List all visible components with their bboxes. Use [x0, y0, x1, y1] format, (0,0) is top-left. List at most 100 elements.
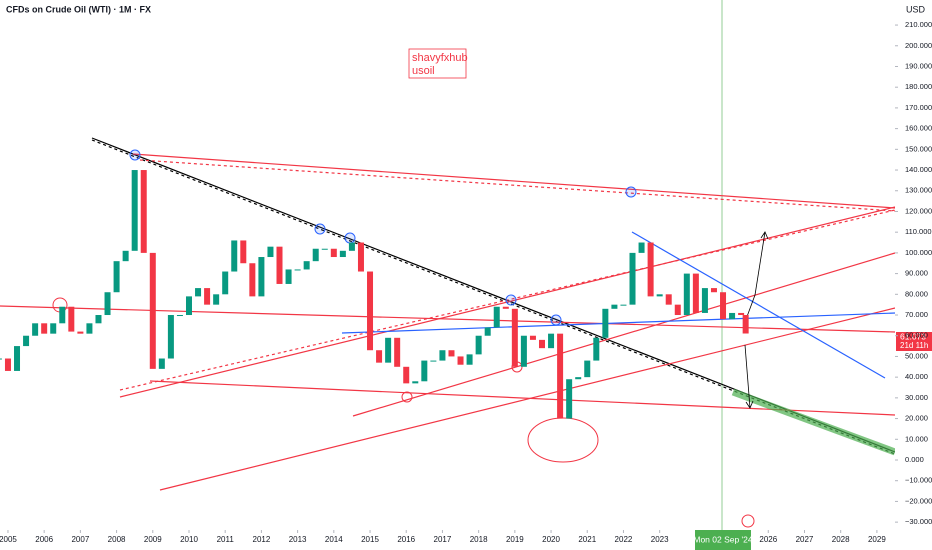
x-tick-label: 2015: [361, 535, 379, 544]
x-tick-label: 2014: [325, 535, 343, 544]
candle: [529, 335, 536, 340]
annotation: usoil: [412, 65, 435, 77]
y-tick-label: 200.000: [905, 41, 932, 50]
candle: [385, 337, 392, 363]
candle: [683, 273, 690, 316]
candle: [647, 242, 654, 297]
candle: [674, 304, 681, 316]
y-tick-label: 70.000: [905, 310, 928, 319]
trend-line: [631, 231, 886, 379]
event-icon[interactable]: [741, 514, 755, 528]
candle: [692, 273, 699, 313]
y-tick-label: 180.000: [905, 82, 932, 91]
x-tick-label: 2005: [0, 535, 17, 544]
marker: [527, 417, 599, 463]
chart-title: CFDs on Crude Oil (WTI) · 1M · FX: [6, 4, 151, 14]
y-tick-label: 10.000: [905, 434, 928, 443]
y-tick-label: 130.000: [905, 186, 932, 195]
candle: [729, 312, 736, 320]
candles: [0, 170, 749, 419]
trend-line: [0, 305, 896, 333]
candle: [575, 377, 582, 380]
candle: [638, 242, 645, 253]
x-tick-label: 2021: [578, 535, 596, 544]
candle: [131, 170, 138, 251]
candle: [566, 379, 573, 419]
candle: [421, 360, 428, 382]
candle: [520, 335, 527, 367]
y-tick-label: 80.000: [905, 289, 928, 298]
crosshair-label: Mon 02 Sep '24: [693, 534, 753, 544]
candle: [104, 292, 111, 316]
candle: [439, 350, 446, 361]
arrow: [744, 344, 751, 409]
candle: [742, 315, 749, 334]
x-tick-label: 2028: [832, 535, 850, 544]
candle: [86, 323, 93, 334]
candle: [213, 294, 220, 305]
trend-line: [352, 252, 896, 417]
markers: [129, 149, 637, 326]
marker: [550, 314, 562, 326]
candle: [321, 248, 328, 250]
y-tick-label: 170.000: [905, 103, 932, 112]
x-tick-label: 2008: [108, 535, 126, 544]
candle: [584, 360, 591, 378]
target-zone: [731, 388, 897, 456]
y-tick-label: 100.000: [905, 248, 932, 257]
candle: [95, 315, 102, 324]
x-tick-label: 2026: [759, 535, 777, 544]
candle: [502, 306, 509, 309]
y-tick-label: 90.000: [905, 269, 928, 278]
x-tick-label: 2012: [253, 535, 271, 544]
candle: [204, 288, 211, 305]
x-tick-label: 2007: [71, 535, 89, 544]
candle: [303, 261, 310, 270]
candle: [403, 366, 410, 384]
x-tick-label: 2009: [144, 535, 162, 544]
candle: [538, 339, 545, 349]
y-tick-label: −10.000: [905, 476, 932, 485]
candle: [593, 337, 600, 361]
time-axis: [0, 530, 895, 550]
x-tick-label: 2016: [397, 535, 415, 544]
candle: [195, 288, 202, 297]
candle: [59, 306, 66, 324]
candle: [720, 292, 727, 320]
last-price: 61.073: [900, 331, 926, 341]
x-tick-label: 2017: [434, 535, 452, 544]
trend-line: [341, 312, 896, 334]
candle: [457, 356, 464, 365]
candle: [50, 323, 57, 334]
candle: [32, 323, 39, 336]
candle: [493, 306, 500, 328]
trend-line: [159, 307, 896, 491]
candle: [330, 248, 337, 258]
y-tick-label: 110.000: [905, 227, 932, 236]
annotation: shavyfxhub: [412, 52, 468, 64]
note-box: [408, 48, 467, 79]
y-tick-label: 0.000: [905, 455, 924, 464]
y-tick-label: −20.000: [905, 496, 932, 505]
x-tick-label: 2006: [35, 535, 53, 544]
candle: [357, 242, 364, 272]
candle: [710, 288, 717, 293]
candle: [276, 246, 283, 284]
marker: [625, 186, 637, 198]
y-tick-label: 120.000: [905, 206, 932, 215]
x-tick-label: 2027: [796, 535, 814, 544]
marker: [314, 223, 326, 235]
candle: [475, 335, 482, 355]
y-tick-label: 50.000: [905, 351, 928, 360]
candle: [367, 271, 374, 351]
candle: [0, 358, 2, 360]
candle: [249, 263, 256, 297]
trend-line: [119, 206, 896, 398]
trend-line: [119, 209, 896, 391]
candle: [267, 246, 274, 258]
x-tick-label: 2022: [615, 535, 633, 544]
x-tick-label: 2023: [651, 535, 669, 544]
drawings: [0, 0, 897, 530]
candle: [149, 252, 156, 369]
x-tick-label: 2018: [470, 535, 488, 544]
